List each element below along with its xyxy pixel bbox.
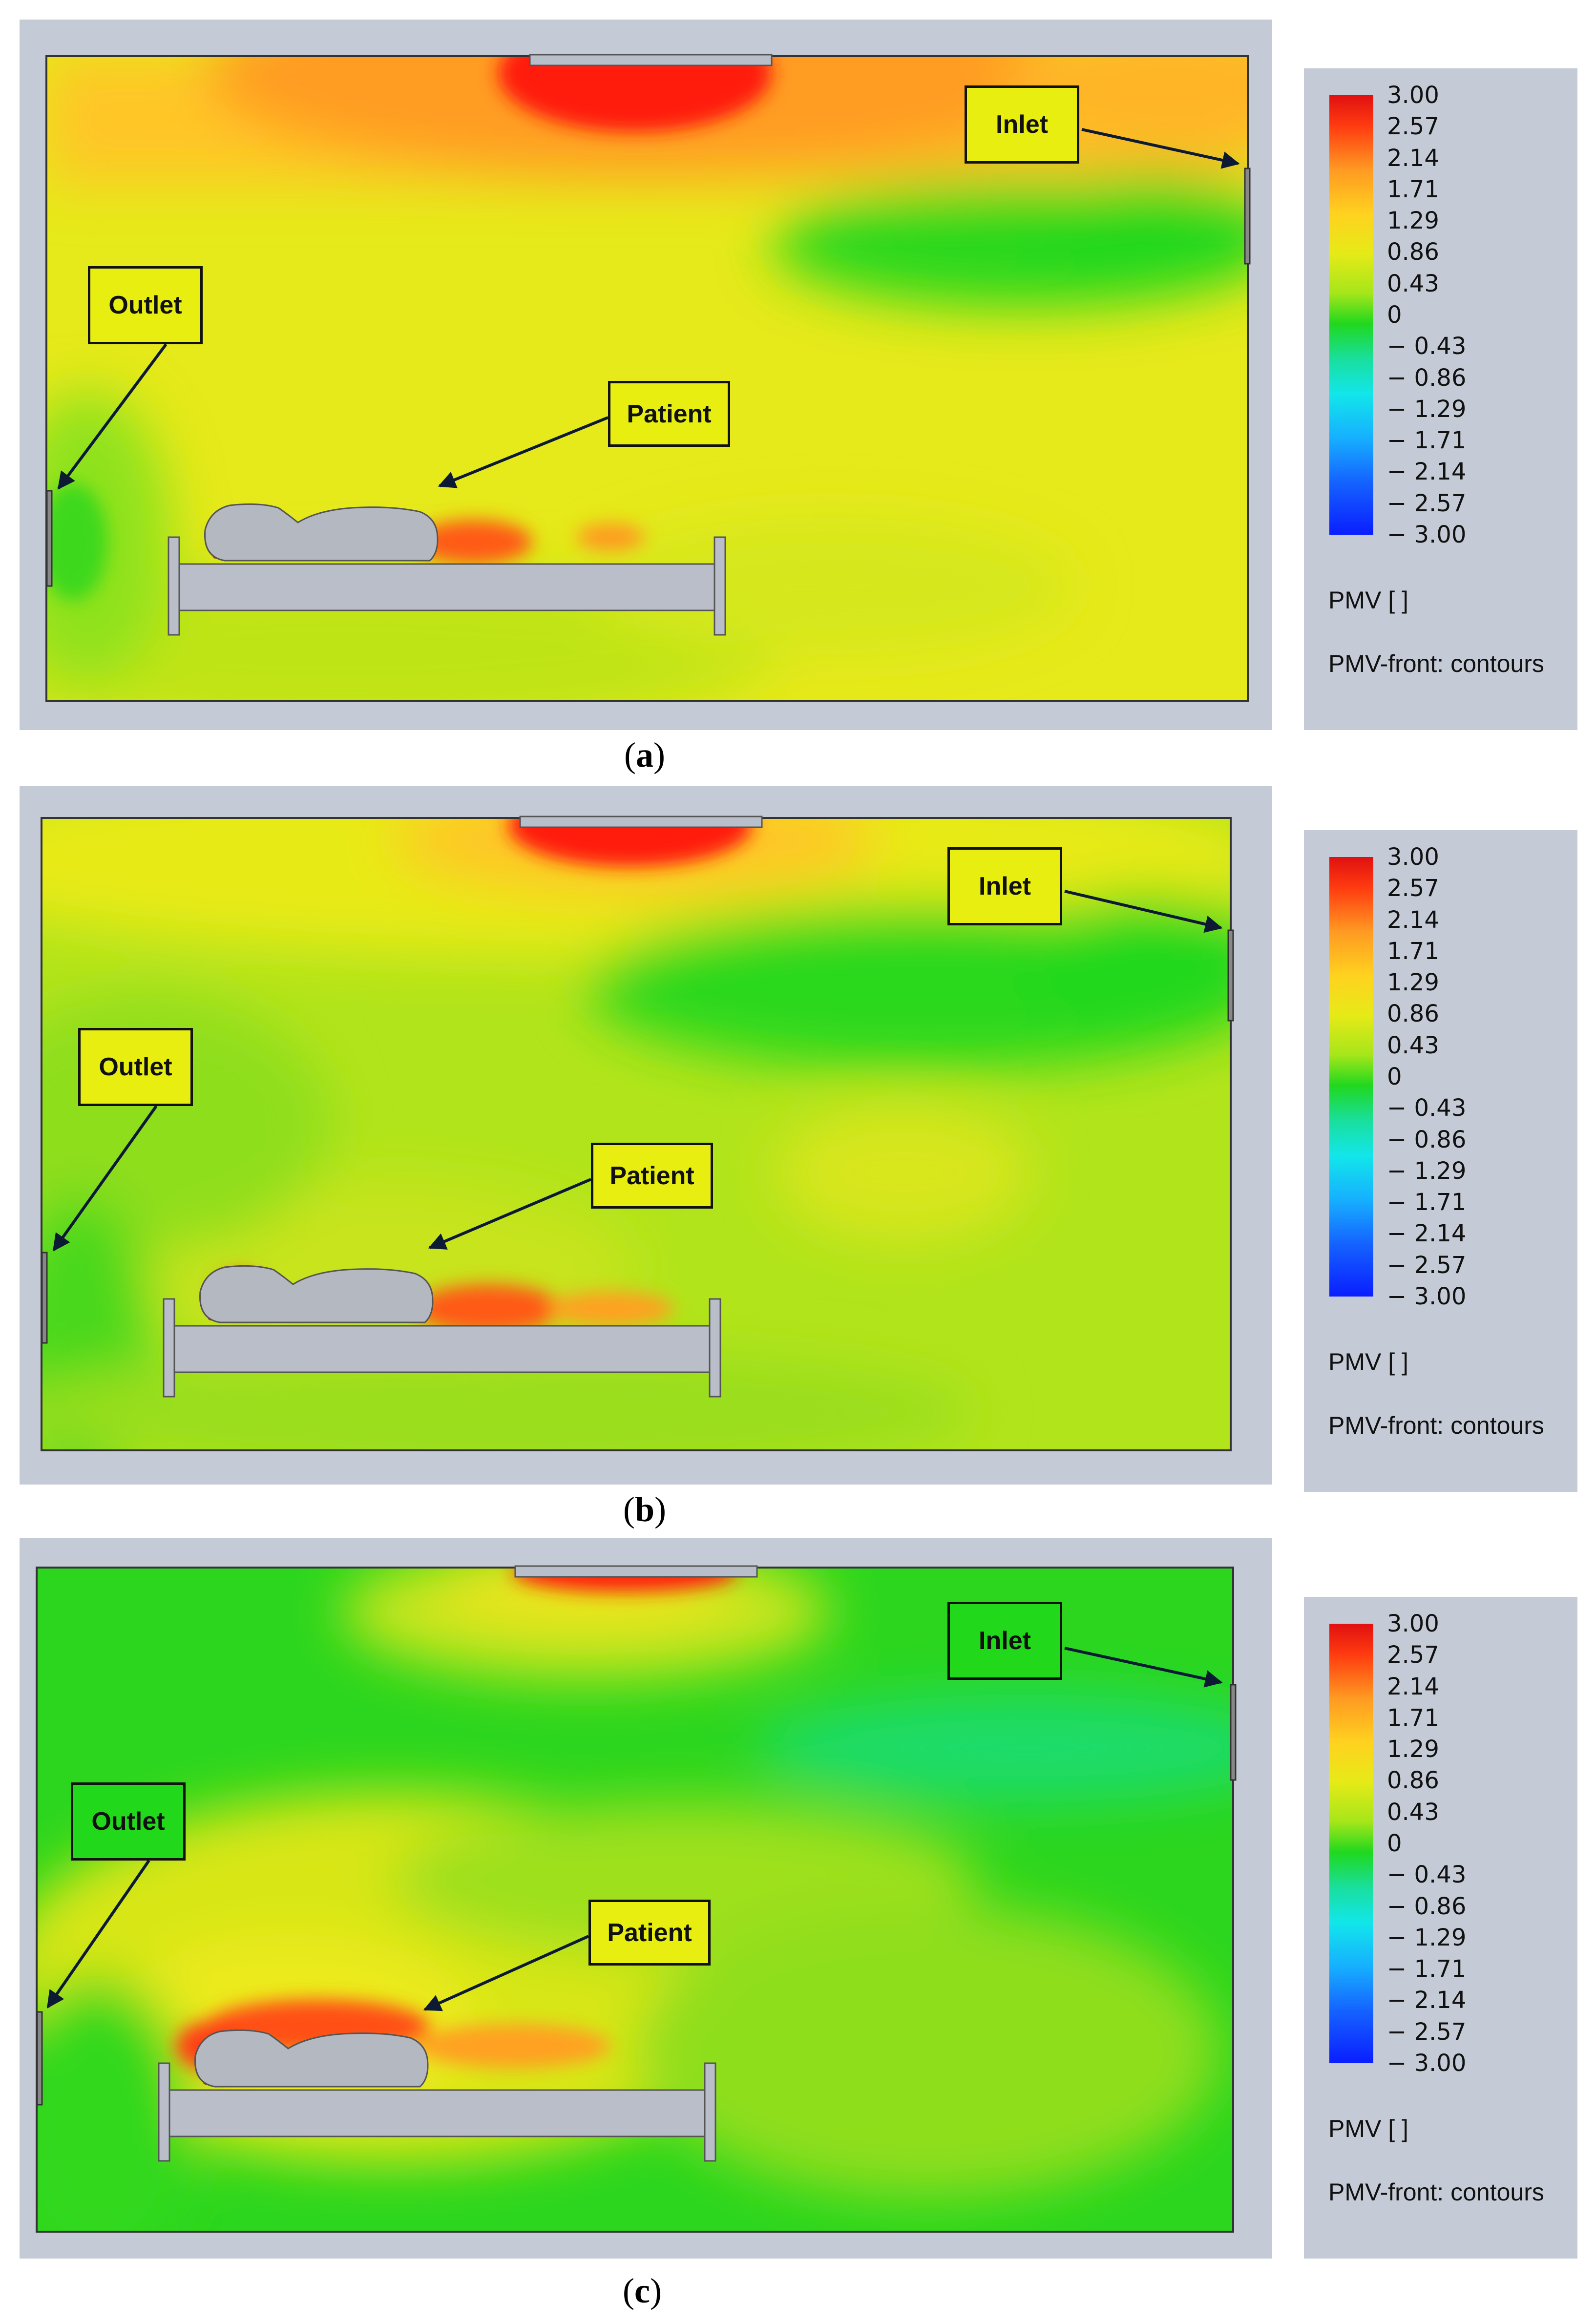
legend-ticks: 3.00 2.57 2.14 1.71 1.29 0.86 0.43 0 − 0.43 − 0.8… xyxy=(1304,845,1577,1308)
legend-tick-label: − 0.86 xyxy=(1387,364,1467,392)
outlet-label: Outlet xyxy=(88,266,203,344)
legend-tick-label: − 0.43 xyxy=(1387,1861,1467,1889)
panel-c: Inlet Outlet Patient 3.00 2.57 2.14 1.71 1.2… xyxy=(0,1538,1596,2320)
legend-tick-label: 1.29 xyxy=(1387,207,1439,235)
panel-caption: (b) xyxy=(623,1490,666,1529)
legend-tick-label: − 1.29 xyxy=(1387,395,1467,423)
legend-tick-label: 2.57 xyxy=(1387,1641,1439,1669)
legend-tick-label: − 3.00 xyxy=(1387,2050,1467,2077)
patient-label: Patient xyxy=(591,1143,713,1209)
legend-tick-label: 1.71 xyxy=(1387,937,1439,965)
inlet-vent xyxy=(1244,167,1251,265)
panel-caption: (c) xyxy=(623,2271,662,2310)
legend-tick-label: 1.71 xyxy=(1387,175,1439,203)
patient-label: Patient xyxy=(608,381,730,447)
legend-tick-label: − 0.86 xyxy=(1387,1126,1467,1153)
legend-tick-label: 3.00 xyxy=(1387,843,1439,871)
legend: 3.00 2.57 2.14 1.71 1.29 0.86 0.43 0 − 0.43 − 0.8… xyxy=(1304,68,1577,730)
legend-tick-label: − 0.86 xyxy=(1387,1892,1467,1920)
patient-body xyxy=(204,503,439,562)
legend-tick-label: − 1.71 xyxy=(1387,1189,1467,1216)
legend-tick-label: 0 xyxy=(1387,1830,1402,1857)
outlet-label: Outlet xyxy=(71,1782,186,1861)
bed xyxy=(168,536,726,636)
legend-tick-label: − 1.71 xyxy=(1387,427,1467,455)
legend-tick-label: 2.14 xyxy=(1387,1673,1439,1700)
legend-tick-label: 0 xyxy=(1387,301,1402,329)
legend-tick-label: − 3.00 xyxy=(1387,521,1467,548)
legend-tick-label: − 1.71 xyxy=(1387,1955,1467,1983)
legend-tick-label: − 0.43 xyxy=(1387,1094,1467,1122)
legend-tick-label: − 2.57 xyxy=(1387,1251,1467,1279)
panel-a: Inlet Outlet Patient 3.00 2.57 2.14 1.71 1.2… xyxy=(0,0,1596,774)
legend-colorbar xyxy=(1329,1624,1373,2063)
legend-title: PMV [ ] xyxy=(1328,586,1408,614)
room-contour-a xyxy=(20,20,1272,730)
outlet-label: Outlet xyxy=(78,1028,193,1106)
legend-tick-label: 0.43 xyxy=(1387,1031,1439,1059)
legend-subtitle: PMV-front: contours xyxy=(1328,650,1544,677)
legend-tick-label: 1.71 xyxy=(1387,1704,1439,1732)
legend-tick-label: 1.29 xyxy=(1387,1736,1439,1763)
legend-tick-label: 3.00 xyxy=(1387,1610,1439,1637)
patient-label: Patient xyxy=(588,1900,711,1966)
legend-tick-label: − 2.14 xyxy=(1387,1987,1467,2014)
legend-tick-label: − 2.14 xyxy=(1387,1220,1467,1248)
legend-tick-label: − 0.43 xyxy=(1387,333,1467,360)
legend-tick-label: 0.43 xyxy=(1387,1798,1439,1826)
legend-tick-label: 0.86 xyxy=(1387,1000,1439,1028)
legend-colorbar xyxy=(1329,95,1373,535)
legend-tick-label: 0.43 xyxy=(1387,270,1439,297)
room-contour-b xyxy=(20,786,1272,1485)
legend-tick-label: − 1.29 xyxy=(1387,1924,1467,1951)
inlet-label: Inlet xyxy=(965,85,1079,164)
legend-tick-label: − 2.14 xyxy=(1387,458,1467,486)
panel-caption: (a) xyxy=(624,735,665,774)
legend-tick-label: − 1.29 xyxy=(1387,1157,1467,1185)
legend-ticks: 3.00 2.57 2.14 1.71 1.29 0.86 0.43 0 − 0.43 − 0.8… xyxy=(1304,84,1577,546)
legend-tick-label: 2.14 xyxy=(1387,906,1439,934)
legend-title: PMV [ ] xyxy=(1328,2115,1408,2142)
legend-tick-label: − 3.00 xyxy=(1387,1283,1467,1310)
legend-tick-label: 0.86 xyxy=(1387,1767,1439,1795)
legend-subtitle: PMV-front: contours xyxy=(1328,2178,1544,2206)
legend-tick-label: 2.14 xyxy=(1387,144,1439,172)
inlet-label: Inlet xyxy=(947,1602,1062,1680)
ceiling-vent xyxy=(529,54,773,66)
legend-ticks: 3.00 2.57 2.14 1.71 1.29 0.86 0.43 0 − 0.43 − 0.8… xyxy=(1304,1612,1577,2075)
legend: 3.00 2.57 2.14 1.71 1.29 0.86 0.43 0 − 0.43 − 0.8… xyxy=(1304,1597,1577,2259)
legend-tick-label: 2.57 xyxy=(1387,875,1439,902)
legend-subtitle: PMV-front: contours xyxy=(1328,1412,1544,1439)
legend-tick-label: 3.00 xyxy=(1387,82,1439,109)
legend-tick-label: 0 xyxy=(1387,1063,1402,1090)
outlet-vent xyxy=(46,490,53,587)
legend-tick-label: 1.29 xyxy=(1387,969,1439,997)
legend-tick-label: − 2.57 xyxy=(1387,489,1467,517)
legend-tick-label: 0.86 xyxy=(1387,238,1439,266)
room-contour-c xyxy=(20,1538,1272,2259)
legend: 3.00 2.57 2.14 1.71 1.29 0.86 0.43 0 − 0.43 − 0.8… xyxy=(1304,830,1577,1492)
legend-colorbar xyxy=(1329,857,1373,1297)
legend-title: PMV [ ] xyxy=(1328,1348,1408,1376)
panel-b: Inlet Outlet Patient 3.00 2.57 2.14 1.71 1.2… xyxy=(0,781,1596,1543)
inlet-label: Inlet xyxy=(947,847,1062,925)
legend-tick-label: 2.57 xyxy=(1387,113,1439,141)
legend-tick-label: − 2.57 xyxy=(1387,2018,1467,2046)
